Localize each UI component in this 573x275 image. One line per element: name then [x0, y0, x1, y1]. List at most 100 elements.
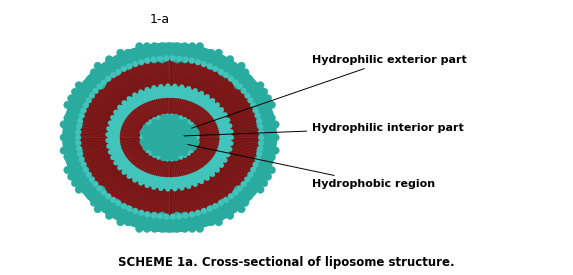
Circle shape [138, 210, 144, 216]
Circle shape [228, 193, 234, 199]
Circle shape [68, 134, 75, 141]
Circle shape [75, 147, 83, 154]
Circle shape [218, 69, 224, 75]
Circle shape [160, 155, 167, 161]
Circle shape [189, 56, 196, 63]
Circle shape [89, 93, 95, 98]
Circle shape [241, 186, 249, 193]
Circle shape [174, 225, 181, 232]
Circle shape [170, 140, 175, 146]
Circle shape [79, 179, 87, 187]
Circle shape [75, 140, 81, 146]
Circle shape [143, 125, 147, 129]
Circle shape [121, 203, 127, 209]
Circle shape [79, 101, 87, 109]
Circle shape [121, 100, 127, 105]
Circle shape [187, 140, 194, 146]
Circle shape [170, 119, 175, 125]
Circle shape [146, 149, 150, 153]
Circle shape [151, 85, 156, 90]
Circle shape [160, 145, 167, 151]
Circle shape [170, 150, 175, 156]
Circle shape [132, 92, 138, 97]
Circle shape [93, 181, 99, 187]
Circle shape [172, 124, 179, 130]
Circle shape [140, 132, 144, 136]
Circle shape [156, 116, 160, 120]
Circle shape [170, 129, 175, 135]
Text: Hydrophilic interior part: Hydrophilic interior part [184, 123, 464, 136]
Circle shape [260, 140, 268, 148]
Circle shape [249, 186, 257, 193]
Circle shape [101, 192, 109, 200]
Circle shape [127, 63, 132, 69]
Circle shape [264, 95, 272, 102]
Circle shape [215, 49, 222, 57]
Circle shape [167, 134, 172, 141]
Circle shape [245, 88, 253, 96]
Circle shape [203, 56, 211, 63]
Circle shape [164, 140, 170, 146]
Circle shape [160, 114, 165, 119]
Circle shape [175, 129, 182, 135]
Circle shape [87, 179, 94, 187]
Circle shape [138, 89, 143, 94]
Circle shape [182, 140, 187, 146]
Circle shape [256, 151, 262, 157]
Circle shape [260, 101, 268, 109]
Circle shape [223, 72, 229, 78]
Circle shape [179, 124, 185, 130]
Circle shape [132, 49, 139, 57]
Circle shape [256, 118, 262, 124]
Circle shape [136, 225, 143, 232]
Circle shape [248, 172, 253, 178]
Circle shape [207, 205, 215, 213]
Circle shape [181, 43, 189, 50]
Circle shape [264, 173, 272, 180]
Circle shape [249, 173, 257, 180]
Circle shape [241, 88, 246, 94]
Circle shape [175, 119, 182, 125]
Circle shape [101, 62, 109, 70]
Circle shape [94, 62, 101, 70]
Circle shape [170, 157, 174, 161]
Circle shape [90, 199, 98, 207]
Circle shape [264, 147, 272, 154]
Circle shape [143, 146, 147, 150]
Circle shape [81, 162, 87, 167]
Circle shape [234, 68, 241, 76]
Circle shape [230, 75, 238, 82]
Circle shape [205, 176, 210, 181]
Circle shape [160, 134, 167, 141]
Circle shape [166, 84, 170, 89]
Circle shape [272, 134, 279, 141]
Circle shape [141, 128, 146, 133]
Circle shape [195, 59, 201, 65]
Circle shape [79, 156, 85, 162]
Circle shape [140, 135, 144, 140]
Circle shape [105, 68, 113, 76]
Circle shape [139, 218, 147, 226]
Circle shape [127, 206, 132, 212]
Circle shape [75, 134, 81, 141]
Circle shape [227, 147, 232, 152]
Circle shape [174, 56, 181, 63]
Circle shape [210, 172, 215, 177]
Circle shape [172, 114, 179, 120]
Circle shape [189, 43, 196, 50]
Circle shape [166, 43, 174, 50]
Circle shape [121, 170, 127, 175]
Circle shape [149, 124, 155, 130]
Circle shape [179, 145, 185, 151]
Circle shape [181, 56, 189, 63]
Circle shape [199, 91, 204, 96]
Circle shape [68, 160, 75, 167]
Circle shape [268, 114, 276, 122]
Text: 1-a: 1-a [150, 13, 170, 26]
Circle shape [219, 212, 226, 219]
Circle shape [140, 139, 144, 143]
Circle shape [222, 62, 230, 70]
Circle shape [203, 212, 211, 219]
Circle shape [174, 212, 181, 219]
Circle shape [79, 166, 87, 174]
